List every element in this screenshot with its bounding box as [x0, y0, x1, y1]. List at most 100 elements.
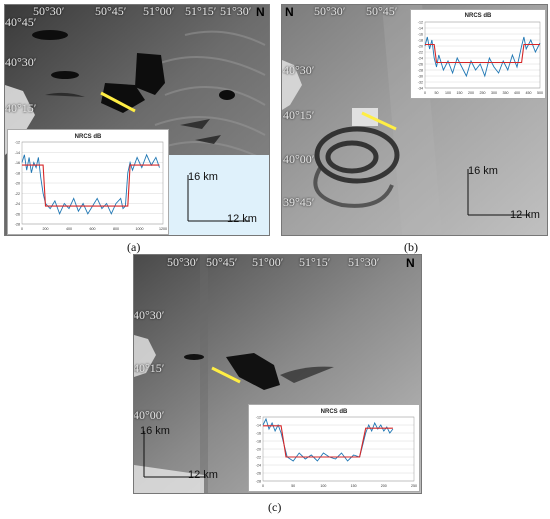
north-arrow-label: N: [256, 5, 265, 19]
mean-level-line: [263, 425, 393, 458]
lon-label: 51°30′: [220, 4, 252, 18]
y-tick-label: -20: [256, 448, 261, 452]
y-tick-label: -24: [256, 464, 261, 468]
lon-label: 50°45′: [95, 4, 127, 18]
scale-horizontal-label: 12 km: [188, 469, 218, 481]
lon-label: 51°30′: [348, 255, 380, 269]
y-tick-label: -14: [15, 151, 20, 155]
y-tick-label: -34: [418, 87, 423, 91]
y-tick-label: -18: [256, 440, 261, 444]
y-tick-label: -12: [15, 141, 20, 145]
x-tick-label: 200: [381, 484, 387, 488]
scale-bar-c: [143, 431, 206, 478]
y-tick-label: -30: [418, 75, 423, 79]
caption-a: (a): [127, 240, 141, 254]
y-tick-label: -20: [418, 45, 423, 49]
y-tick-label: -16: [418, 33, 423, 37]
chart-title: NRCS dB: [464, 13, 492, 19]
x-tick-label: 100: [320, 484, 326, 488]
lon-label: 51°00′: [252, 255, 284, 269]
plot-frame: [262, 416, 415, 482]
x-tick-label: 1200: [159, 227, 167, 231]
x-tick-label: 500: [537, 91, 543, 95]
caption-c: (c): [268, 500, 282, 514]
x-tick-label: 250: [480, 91, 486, 95]
y-tick-label: -28: [418, 69, 423, 73]
y-tick-label: -26: [15, 212, 20, 216]
lat-label: 40°00′: [283, 152, 315, 166]
nrcs-chart-c: NRCS dB -12 -14 -16 -18 -20 -22 -24 -26 -28 0 50 10…: [248, 404, 420, 492]
lat-label: 40°15′: [5, 101, 37, 115]
lon-label: 50°30′: [167, 255, 199, 269]
nrcs-chart-b: NRCS dB -12 -14 -16 -18 -20 -22 -24 -26 -28 -30 -3…: [410, 9, 546, 99]
mean-level-line: [22, 164, 160, 207]
nrcs-series-line: [424, 36, 541, 78]
chart-title: NRCS dB: [74, 134, 102, 140]
x-tick-label: 600: [90, 227, 96, 231]
mean-level-line: [425, 43, 540, 64]
y-tick-label: -28: [15, 223, 20, 227]
caption-b: (b): [404, 240, 418, 254]
y-tick-label: -12: [256, 416, 261, 420]
x-tick-label: 0: [21, 227, 23, 231]
y-tick-label: -12: [418, 21, 423, 25]
lat-label: 40°30′: [283, 63, 315, 77]
lat-label: 40°30′: [5, 55, 37, 69]
x-tick-label: 200: [43, 227, 49, 231]
lat-label: 40°30′: [133, 308, 165, 322]
scale-vertical-label: 16 km: [468, 165, 498, 177]
x-tick-label: 400: [66, 227, 72, 231]
x-tick-label: 450: [526, 91, 532, 95]
north-arrow-label: N: [285, 5, 294, 19]
y-tick-label: -32: [418, 81, 423, 85]
y-tick-label: -18: [418, 39, 423, 43]
y-tick-label: -24: [15, 202, 20, 206]
y-tick-label: -24: [418, 57, 423, 61]
scale-vertical-label: 16 km: [140, 425, 170, 437]
x-tick-label: 150: [457, 91, 463, 95]
y-tick-label: -20: [15, 182, 20, 186]
north-arrow-label: N: [406, 256, 415, 270]
scale-vertical-label: 16 km: [188, 171, 218, 183]
x-tick-label: 0: [262, 484, 264, 488]
y-tick-label: -28: [256, 480, 261, 484]
y-tick-label: -14: [418, 27, 423, 31]
x-tick-label: 300: [491, 91, 497, 95]
plot-frame: [424, 21, 541, 89]
chart-title: NRCS dB: [320, 409, 348, 415]
lat-label: 40°00′: [133, 408, 165, 422]
chart-svg-c: -12 -14 -16 -18 -20 -22 -24 -26 -280 50 100 150 200 2…: [256, 416, 417, 489]
y-tick-label: -16: [256, 432, 261, 436]
nrcs-chart-a: NRCS dB -12 -14 -16 -18 -20 -22 -24 -26 -28 0 200 4…: [7, 129, 169, 235]
sar-image-panel-c: 50°30′ 50°45′ 51°00′ 51°15′ 51°30′ N 40°…: [133, 254, 422, 494]
x-tick-label: 200: [468, 91, 474, 95]
sar-image-panel-a: 50°30′ 50°45′ 51°00′ 51°15′ 51°30′ N 40°…: [4, 4, 270, 236]
chart-svg-b: -12 -14 -16 -18 -20 -22 -24 -26 -28 -30 -32 -340 50 1…: [418, 21, 543, 96]
lat-label: 40°45′: [5, 15, 37, 29]
x-tick-label: 400: [514, 91, 520, 95]
scale-bar-b: [467, 169, 530, 216]
y-tick-label: -16: [15, 161, 20, 165]
x-tick-label: 1000: [136, 227, 144, 231]
x-tick-label: 800: [113, 227, 119, 231]
scale-bar-a: [187, 175, 250, 222]
x-tick-label: 150: [351, 484, 357, 488]
chart-svg-a: -12 -14 -16 -18 -20 -22 -24 -26 -280 200 400 600 800…: [15, 141, 167, 232]
scale-horizontal-label: 12 km: [510, 209, 540, 221]
lat-label: 40°15′: [133, 361, 165, 375]
x-tick-label: 350: [503, 91, 509, 95]
lon-label: 50°45′: [206, 255, 238, 269]
sar-image-panel-b: 50°30′ 50°45′ N 40°30′ 40°15′ 40°00′ 39°…: [281, 4, 548, 236]
x-tick-label: 50: [435, 91, 439, 95]
x-tick-label: 250: [411, 484, 417, 488]
scale-horizontal-label: 12 km: [227, 213, 257, 225]
nrcs-series-line: [21, 153, 160, 215]
y-tick-label: -14: [256, 424, 261, 428]
lat-label: 40°15′: [283, 108, 315, 122]
x-tick-label: 0: [424, 91, 426, 95]
lon-label: 50°45′: [366, 4, 398, 18]
lat-label: 39°45′: [283, 195, 315, 209]
x-tick-label: 100: [445, 91, 451, 95]
lon-label: 51°15′: [185, 4, 217, 18]
y-tick-label: -26: [256, 472, 261, 476]
